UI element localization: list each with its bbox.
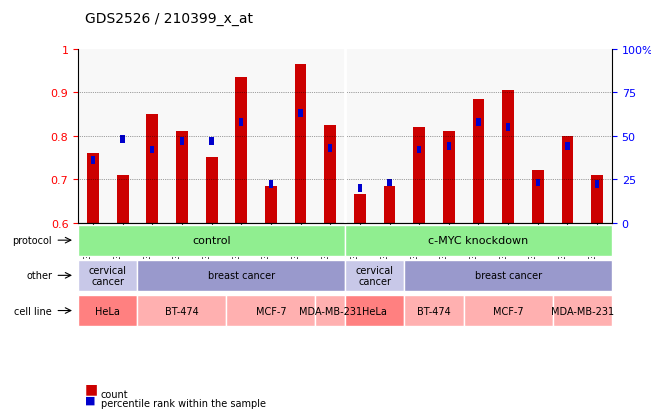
Text: HeLa: HeLa (362, 306, 387, 316)
Text: BT-474: BT-474 (417, 306, 451, 316)
Text: ■: ■ (85, 395, 95, 405)
Bar (328, 145, 333, 152)
Text: c-MYC knockdown: c-MYC knockdown (428, 235, 529, 246)
Bar (269, 181, 273, 189)
Bar (265, 186, 277, 223)
Bar (146, 115, 158, 223)
Text: breast cancer: breast cancer (475, 271, 542, 281)
Bar (417, 146, 421, 154)
Bar (447, 143, 451, 151)
Bar (595, 181, 600, 189)
Text: MCF-7: MCF-7 (493, 306, 523, 316)
Bar (150, 146, 154, 154)
Bar (239, 119, 243, 126)
Text: MCF-7: MCF-7 (256, 306, 286, 316)
Text: percentile rank within the sample: percentile rank within the sample (101, 399, 266, 408)
Bar (536, 179, 540, 187)
Text: breast cancer: breast cancer (208, 271, 275, 281)
Text: MDA-MB-231: MDA-MB-231 (299, 306, 362, 316)
Text: protocol: protocol (12, 235, 52, 246)
Text: cell line: cell line (14, 306, 52, 316)
Text: control: control (192, 235, 231, 246)
Text: BT-474: BT-474 (165, 306, 199, 316)
Bar (477, 119, 480, 126)
Bar (180, 138, 184, 145)
Bar (90, 157, 95, 164)
Bar (298, 110, 303, 118)
Bar (210, 138, 214, 145)
Text: count: count (101, 389, 128, 399)
Bar (176, 132, 188, 223)
Text: HeLa: HeLa (95, 306, 120, 316)
Bar (562, 136, 574, 223)
Text: cervical
cancer: cervical cancer (355, 265, 394, 287)
Bar (502, 91, 514, 223)
Bar (117, 176, 128, 223)
Text: ■: ■ (85, 381, 98, 395)
Bar (87, 154, 99, 223)
Text: cervical
cancer: cervical cancer (89, 265, 127, 287)
Bar (206, 158, 217, 223)
Text: GDS2526 / 210399_x_at: GDS2526 / 210399_x_at (85, 12, 253, 26)
Bar (565, 143, 570, 151)
Bar (235, 78, 247, 223)
Bar (354, 195, 366, 223)
Bar (324, 126, 336, 223)
Bar (295, 65, 307, 223)
Bar (506, 124, 510, 131)
Text: MDA-MB-231: MDA-MB-231 (551, 306, 614, 316)
Text: other: other (26, 271, 52, 281)
Bar (532, 171, 544, 223)
Bar (120, 136, 125, 144)
Bar (413, 128, 425, 223)
Bar (387, 179, 392, 187)
Bar (591, 176, 603, 223)
Bar (443, 132, 455, 223)
Bar (383, 186, 395, 223)
Bar (473, 100, 484, 223)
Bar (357, 185, 362, 192)
